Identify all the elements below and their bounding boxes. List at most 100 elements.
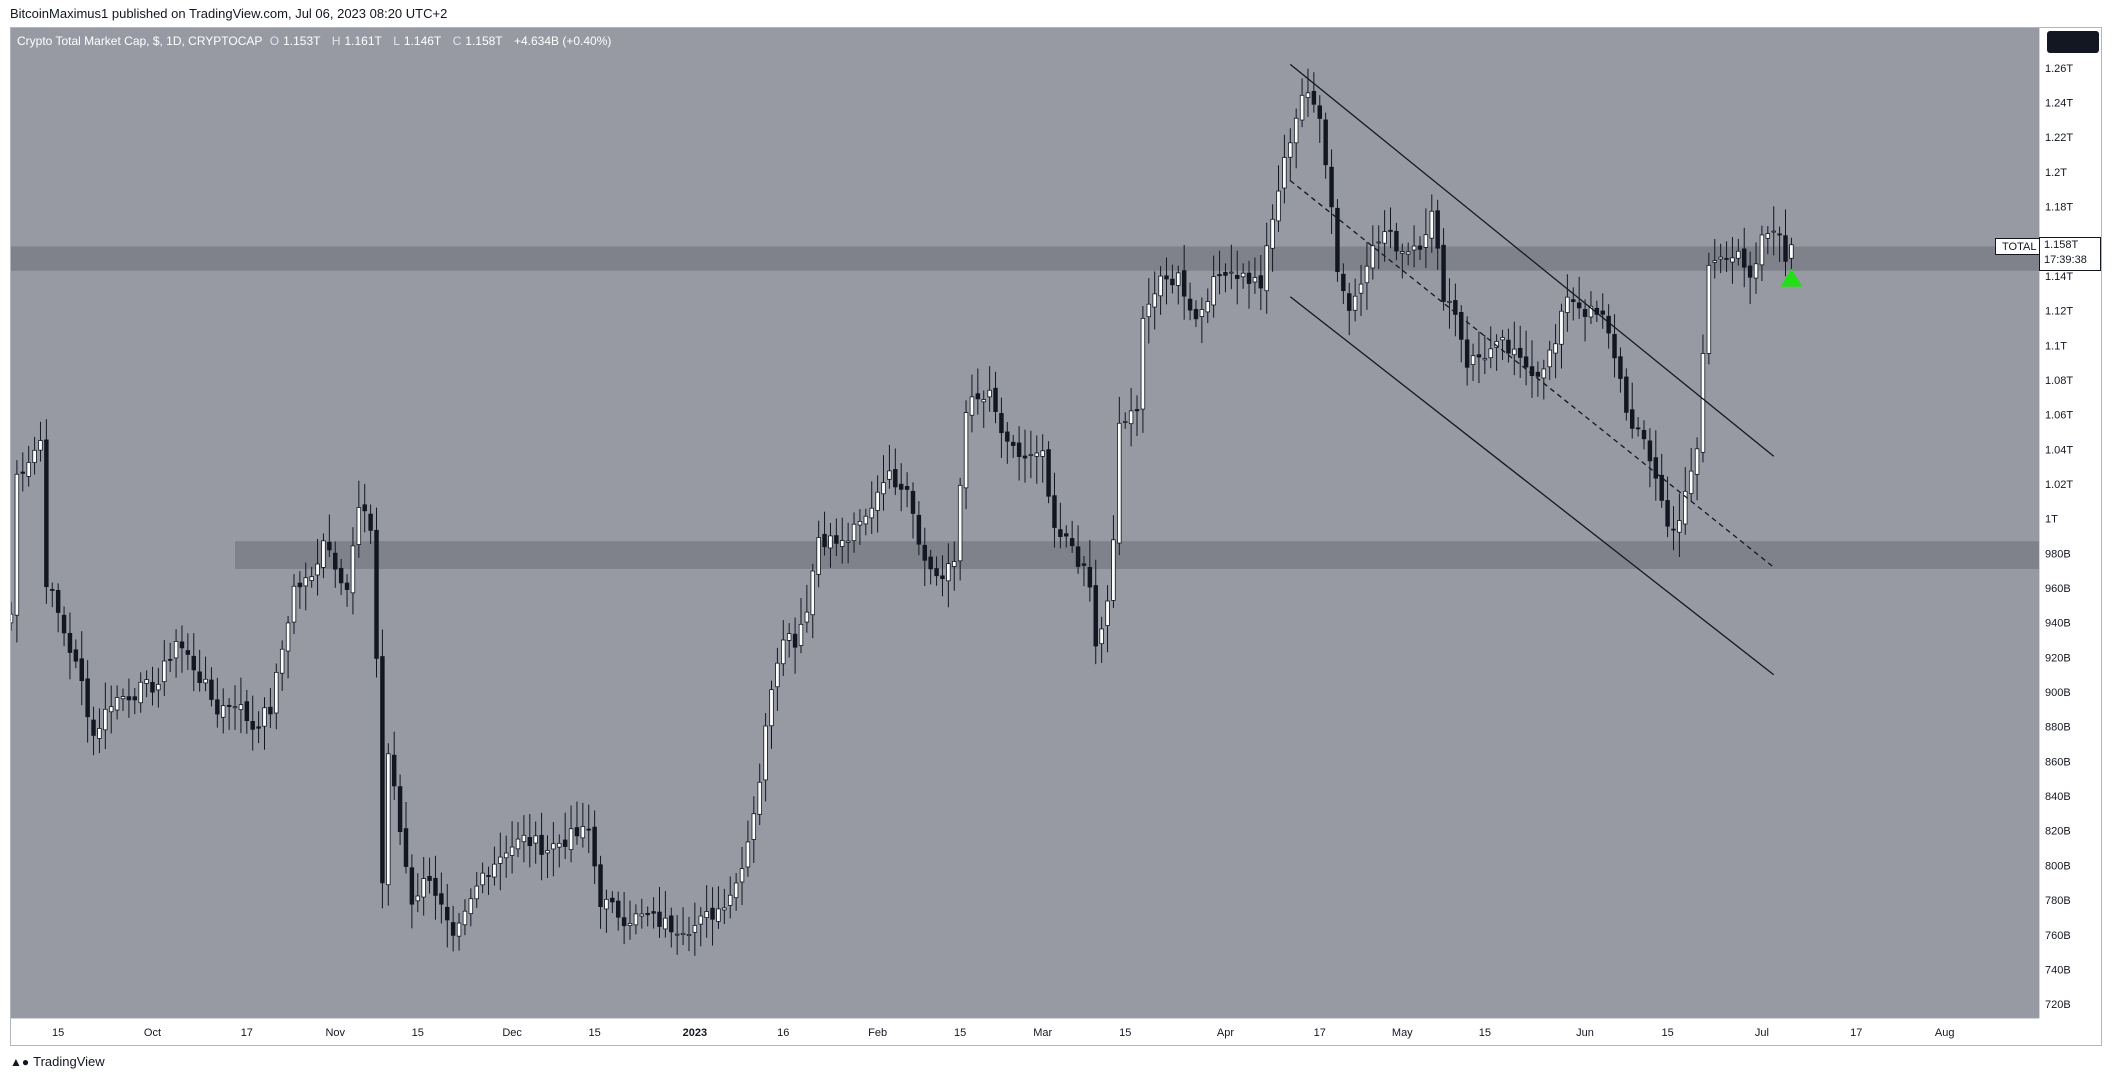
legend-title: Crypto Total Market Cap, $, 1D, CRYPTOCA… (17, 34, 263, 48)
candle-up (480, 872, 485, 886)
candle-down (1576, 302, 1582, 309)
candle-down (79, 658, 84, 682)
candle-up (232, 706, 238, 709)
time-tick-label: 15 (52, 1027, 64, 1039)
chart-menu-button[interactable] (2047, 31, 2099, 53)
time-tick-label: 15 (412, 1027, 424, 1039)
candle-down (922, 544, 928, 561)
candle-down (592, 826, 597, 867)
candle-up (963, 412, 969, 489)
time-tick-label: Jun (1576, 1027, 1594, 1039)
candle-down (374, 529, 379, 659)
time-axis[interactable] (11, 1018, 2039, 1045)
price-axis[interactable] (2039, 28, 2101, 1018)
candle-up (321, 540, 326, 568)
candle-up (533, 835, 538, 844)
candle-down (1571, 299, 1576, 303)
candle-up (1588, 305, 1594, 318)
time-tick-label: Dec (502, 1027, 522, 1039)
price-tick-label: 1.22T (2045, 132, 2073, 144)
candle-down (1187, 298, 1193, 311)
price-tick-label: 1.04T (2045, 444, 2073, 456)
candle-up (279, 648, 285, 674)
candle-up (114, 697, 120, 711)
candle-up (887, 470, 892, 480)
price-tick-label: 800B (2045, 860, 2071, 872)
candle-down (1783, 235, 1788, 262)
candle-up (804, 611, 810, 623)
candle-up (503, 852, 509, 859)
candle-down (362, 504, 367, 512)
candle-up (1270, 218, 1275, 249)
candle-up (1252, 277, 1258, 283)
candle-up (97, 728, 102, 739)
candle-up (686, 934, 692, 936)
candle-up (1488, 348, 1493, 359)
candle-up (981, 399, 986, 403)
publisher-line: BitcoinMaximus1 published on TradingView… (10, 6, 448, 21)
candle-up (285, 622, 291, 652)
candle-up (11, 613, 14, 624)
candle-down (1535, 371, 1541, 377)
candle-up (1771, 230, 1776, 233)
candle-up (1299, 94, 1305, 121)
candle-up (604, 898, 609, 910)
candle-up (1683, 490, 1688, 525)
candle-up (1376, 241, 1381, 244)
footer-brand: TradingView (33, 1054, 105, 1069)
channel-line-dashed-1 (1289, 180, 1775, 568)
candle-down (1523, 356, 1529, 368)
candle-down (1347, 293, 1352, 311)
candle-down (185, 650, 191, 655)
footer[interactable]: ▲● TradingView (10, 1050, 105, 1074)
candle-down (403, 828, 409, 867)
candle-down (993, 387, 998, 412)
chart-frame[interactable]: 1.26T 1.24T 1.22T 1.2T 1.18T 1.14T 1.12T 1.1T 1.… (10, 27, 2102, 1046)
candle-up (468, 898, 474, 915)
time-tick-label: Oct (144, 1027, 161, 1039)
candle-up (816, 537, 821, 575)
candle-up (462, 910, 468, 926)
candle-up (757, 781, 762, 815)
candle-up (1305, 92, 1311, 99)
candle-up (1040, 450, 1045, 457)
candle-down (486, 875, 491, 877)
candle-down (904, 486, 910, 490)
price-tick-label: 1.1T (2045, 340, 2067, 352)
candle-down (1170, 278, 1175, 286)
candle-down (1747, 265, 1753, 278)
breakout-arrow-icon (1780, 268, 1803, 287)
legend-change: +4.634B (+0.40%) (513, 34, 612, 48)
candle-down (1335, 207, 1340, 272)
candle-down (1341, 273, 1346, 292)
candle-up (733, 882, 739, 899)
candle-down (445, 906, 450, 921)
candle-down (1671, 528, 1676, 531)
candle-up (663, 917, 668, 930)
candle-down (67, 632, 73, 653)
candle-up (1158, 275, 1163, 297)
plot-area[interactable] (11, 28, 2039, 1018)
candle-down (1653, 457, 1659, 479)
candle-down (1193, 308, 1199, 320)
price-tick-label: 940B (2045, 618, 2071, 630)
candle-up (1288, 142, 1293, 158)
candle-up (521, 834, 527, 843)
candle-up (786, 633, 792, 641)
candle-up (763, 725, 768, 781)
candle-up (350, 545, 356, 594)
candle-up (1276, 190, 1281, 222)
candle-down (934, 568, 939, 577)
candle-down (1235, 275, 1240, 279)
candle-up (1765, 233, 1771, 239)
candle-down (1087, 567, 1093, 588)
candle-up (386, 753, 391, 886)
candle-up (1122, 420, 1128, 423)
candle-down (1134, 409, 1140, 412)
candle-up (1547, 349, 1552, 368)
axis-corner (2039, 1018, 2101, 1045)
time-tick-label: 15 (954, 1027, 966, 1039)
candle-up (1105, 600, 1110, 626)
candle-down (1005, 431, 1010, 442)
candle-up (32, 449, 37, 463)
